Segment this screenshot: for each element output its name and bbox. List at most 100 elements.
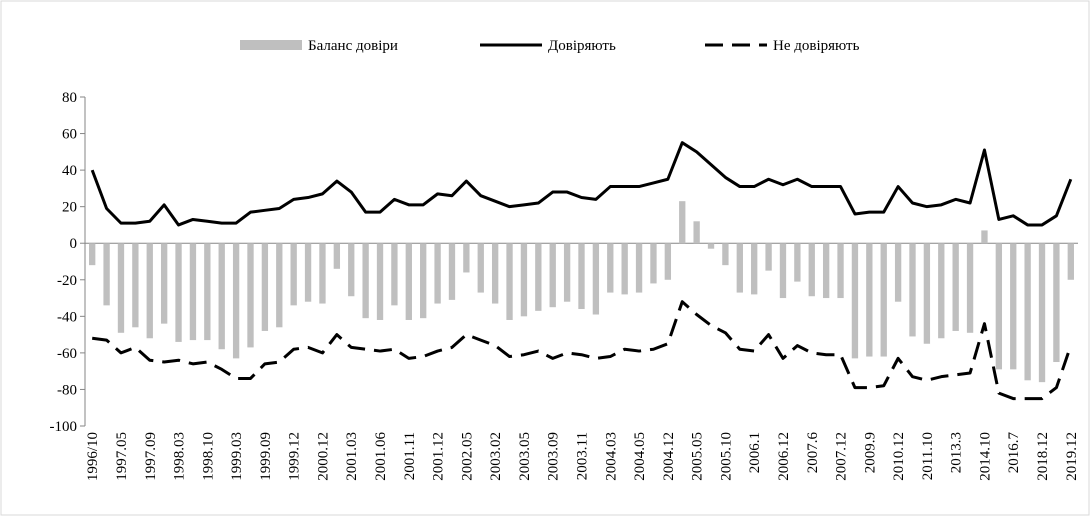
x-tick-label: 2006.12 — [776, 432, 792, 481]
bar — [952, 243, 959, 331]
bar — [1053, 243, 1060, 363]
x-tick-label: 1998.10 — [200, 432, 216, 481]
y-tick-label: 80 — [62, 90, 77, 106]
bar — [117, 243, 125, 333]
bar — [765, 243, 772, 271]
x-tick-label: 1997.05 — [114, 432, 130, 481]
x-tick-label: 2001.11 — [402, 432, 418, 480]
bar — [333, 243, 341, 269]
bar — [477, 243, 484, 293]
x-tick-label: 2001.03 — [344, 432, 360, 481]
x-tick-label: 1997.09 — [143, 432, 159, 481]
y-tick-label: -80 — [57, 382, 77, 398]
x-tick-label: 2005.05 — [690, 432, 706, 481]
x-tick-label: 2018.12 — [1035, 432, 1051, 481]
y-tick-label: 60 — [62, 127, 77, 143]
bar — [736, 243, 743, 293]
bar — [1024, 243, 1031, 381]
x-tick-label: 2004.12 — [661, 432, 677, 481]
bar — [1010, 243, 1017, 370]
x-tick-label: 2019.12 — [1064, 432, 1080, 481]
bar — [693, 221, 700, 244]
bar — [578, 243, 585, 310]
bar — [89, 243, 96, 266]
x-tick-label: 2003.11 — [575, 432, 591, 480]
x-tick-label: 2005.10 — [718, 432, 734, 481]
legend-label: Баланс довіри — [308, 38, 398, 54]
x-tick-label: 2004.03 — [603, 432, 619, 481]
bar — [146, 243, 153, 339]
bar — [794, 243, 801, 282]
x-tick-label: 1999.12 — [287, 432, 303, 481]
line — [92, 300, 1073, 401]
bar — [391, 243, 398, 306]
bar — [506, 243, 513, 320]
x-tick-label: 2009.9 — [862, 432, 878, 473]
bar — [132, 243, 139, 328]
bar — [894, 243, 902, 302]
x-tick-label: 1996/10 — [85, 432, 101, 481]
bar — [204, 243, 211, 341]
x-tick-label: 2014.10 — [977, 432, 993, 481]
bar — [376, 243, 384, 320]
x-tick-label: 2000.12 — [315, 432, 331, 481]
line — [90, 141, 1073, 227]
bar — [1067, 243, 1074, 280]
x-tick-label: 2007.12 — [834, 432, 850, 481]
y-tick-label: 0 — [70, 236, 78, 252]
bar — [722, 243, 729, 266]
x-tick-label: 2007.6 — [805, 432, 821, 474]
bar — [434, 243, 441, 304]
bar — [981, 230, 988, 244]
bar — [751, 243, 758, 295]
bar — [218, 243, 225, 350]
bar — [463, 243, 470, 273]
bar — [563, 243, 571, 302]
x-tick-label: 2016.7 — [1006, 432, 1022, 474]
x-tick-label: 2013.3 — [949, 432, 965, 473]
legend-label: Не довіряють — [773, 38, 860, 54]
x-tick-label: 1999.09 — [258, 432, 274, 481]
bar — [348, 243, 355, 297]
bar — [664, 243, 672, 280]
y-tick-label: -20 — [57, 273, 77, 289]
legend-swatch — [240, 40, 302, 50]
x-tick-label: 1998.03 — [172, 432, 188, 481]
bar — [232, 243, 240, 359]
x-tick-label: 2003.02 — [488, 432, 504, 481]
bar — [923, 243, 931, 344]
x-tick-label: 2003.09 — [546, 432, 562, 481]
bar — [491, 243, 499, 304]
bar — [175, 243, 182, 342]
x-tick-label: 2002.05 — [459, 432, 475, 481]
x-tick-label: 2006.1 — [747, 432, 763, 473]
x-tick-label: 2001.12 — [431, 432, 447, 481]
x-tick-label: 2001.06 — [373, 432, 389, 481]
bar — [276, 243, 283, 328]
bar — [362, 243, 369, 319]
bar — [549, 243, 556, 308]
y-tick-label: 40 — [62, 163, 77, 179]
bar — [290, 243, 297, 306]
bar — [779, 243, 787, 299]
y-tick-label: -40 — [57, 309, 77, 325]
x-tick-label: 2011.10 — [920, 432, 936, 480]
bar — [621, 243, 628, 295]
y-tick-label: -60 — [57, 346, 77, 362]
bar — [679, 201, 686, 244]
legend-label: Довіряють — [548, 38, 616, 54]
bar — [103, 243, 110, 306]
bar — [808, 243, 815, 297]
bar — [851, 243, 859, 359]
bar — [650, 243, 657, 284]
bar — [448, 243, 456, 300]
x-tick-label: 2003.05 — [517, 432, 533, 481]
bar — [420, 243, 427, 319]
bar — [405, 243, 412, 320]
x-tick-label: 2004.05 — [632, 432, 648, 481]
bar — [319, 243, 326, 304]
bar — [189, 243, 197, 341]
bar — [966, 243, 974, 333]
bar — [909, 243, 916, 337]
